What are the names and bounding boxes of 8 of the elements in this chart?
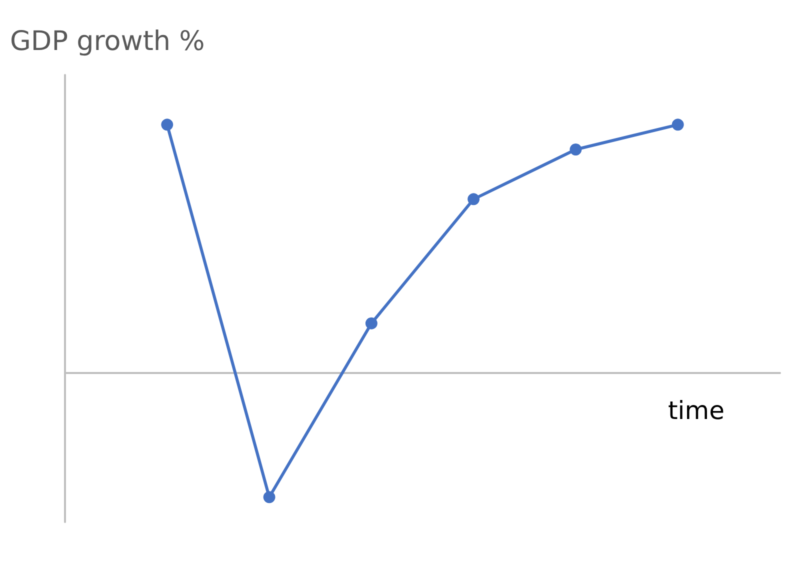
point: [468, 193, 480, 206]
point: [570, 144, 582, 156]
point: [672, 118, 684, 131]
point: [365, 317, 378, 330]
y-axis-title: GDP growth %: [10, 26, 205, 57]
x-axis-title: time: [668, 396, 724, 425]
point: [161, 118, 174, 131]
point: [263, 491, 276, 504]
